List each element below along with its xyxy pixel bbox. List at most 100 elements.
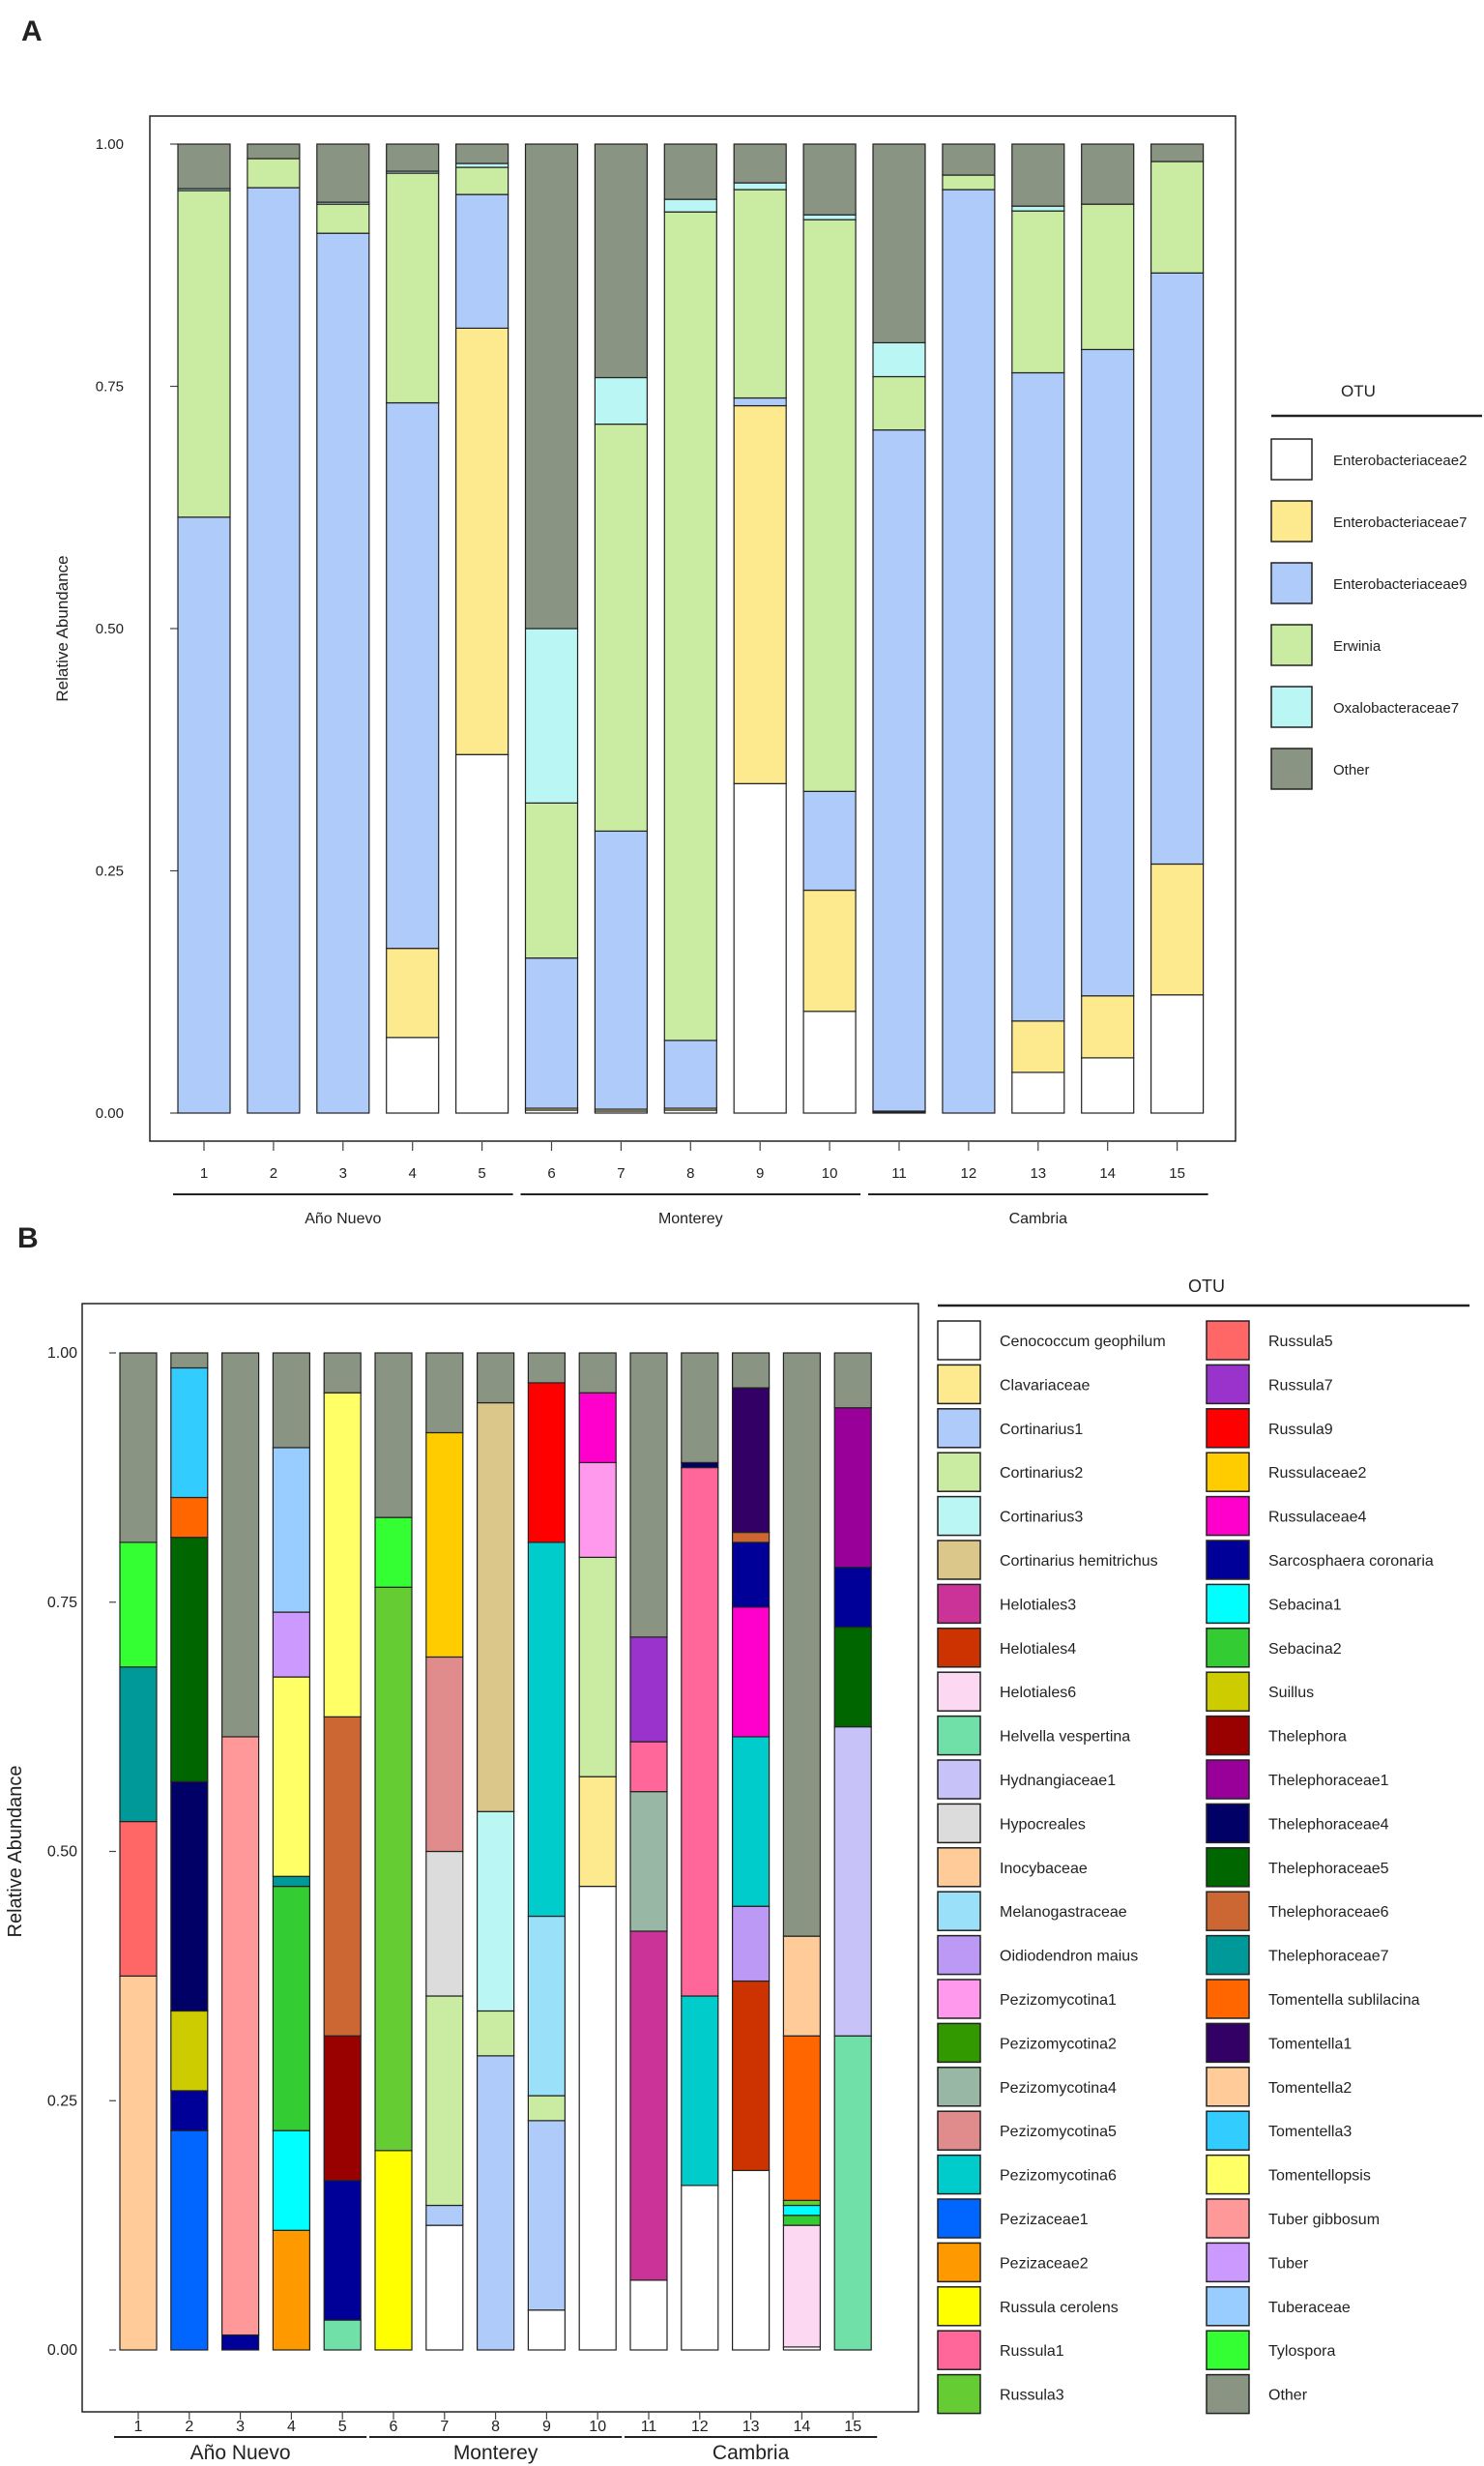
- bar-segment-erwinia: [247, 159, 300, 188]
- legend-label: Other: [1268, 2388, 1308, 2404]
- bar-segment-helotiales6: [783, 2225, 820, 2347]
- legend-swatch-pezizaceae1: [938, 2199, 980, 2238]
- bar-segment-tomentella3: [171, 1367, 208, 1497]
- legend-swatch-melanogastraceae: [938, 1892, 980, 1930]
- legend-label: Oxalobacteraceae7: [1333, 700, 1459, 717]
- bar-segment-enterobacteriaceae9: [1151, 273, 1204, 864]
- x-tick-label: 13: [1030, 1165, 1046, 1182]
- legend-label: Pezizaceae1: [1000, 2212, 1089, 2228]
- y-tick-label: 0.25: [47, 2093, 77, 2109]
- legend-swatch-russula3: [938, 2375, 980, 2414]
- bar-segment-tuberaceae: [273, 1448, 309, 1612]
- legend-label: Russulaceae2: [1268, 1465, 1367, 1482]
- bar-segment-other: [579, 1353, 616, 1393]
- bar-segment-pezizomycotina4: [630, 1792, 667, 1931]
- bar-segment-tuber: [273, 1612, 309, 1677]
- bar-segment-other: [324, 1353, 361, 1393]
- legend-swatch-enterobacteriaceae9: [1271, 563, 1312, 603]
- bar-segment-thelephoraceae5: [834, 1628, 871, 1727]
- bar-segment-tomentella-sublilacina: [171, 1497, 208, 1537]
- legend-swatch-sebacina1: [1207, 1584, 1249, 1623]
- legend-label: Russula cerolens: [1000, 2300, 1119, 2316]
- bar-segment-cenococcum-geophilum: [426, 2225, 463, 2350]
- x-tick-label: 12: [691, 2419, 709, 2435]
- legend-label: Tylospora: [1268, 2343, 1335, 2360]
- legend-label: Thelephoraceae6: [1268, 1904, 1389, 1921]
- x-tick-label: 6: [390, 2419, 398, 2435]
- y-tick-label: 1.00: [96, 136, 124, 153]
- bar-segment-cortinarius-hemitrichus: [478, 1403, 514, 1812]
- x-tick-label: 13: [742, 2419, 760, 2435]
- bar-segment-enterobacteriaceae2: [456, 754, 509, 1113]
- bar-segment-oxalobacteraceae7: [526, 629, 578, 803]
- bar-segment-russula-cerolens: [375, 2151, 412, 2350]
- bar-segment-erwinia: [595, 425, 647, 832]
- group-label: Año Nuevo: [305, 1211, 381, 1227]
- bar-segment-other: [664, 144, 716, 199]
- bar-segment-thelephoraceae1: [834, 1408, 871, 1568]
- legend-label: Russulaceae4: [1268, 1510, 1367, 1526]
- legend-swatch-russula5: [1207, 1321, 1249, 1360]
- legend-swatch-tomentella-sublilacina: [1207, 1980, 1249, 2018]
- legend-swatch-pezizomycotina5: [938, 2111, 980, 2150]
- legend-swatch-tomentella1: [1207, 2023, 1249, 2062]
- x-tick-label: 15: [844, 2419, 861, 2435]
- legend-swatch-cenococcum-geophilum: [938, 1321, 980, 1360]
- bar-segment-enterobacteriaceae7: [803, 891, 856, 1012]
- group-label: Monterey: [658, 1211, 723, 1227]
- bar-segment-enterobacteriaceae7: [1012, 1021, 1064, 1072]
- panel-a-legend-title: OTU: [1341, 382, 1376, 400]
- bar-segment-cortinarius2: [478, 2011, 514, 2055]
- x-tick-label: 15: [1169, 1165, 1185, 1182]
- bar-segment-other: [528, 1353, 565, 1383]
- x-tick-label: 10: [822, 1165, 838, 1182]
- x-tick-label: 14: [794, 2419, 811, 2435]
- bar-segment-pezizomycotina6: [733, 1737, 770, 1906]
- bar-segment-erwinia: [178, 191, 230, 517]
- bar-segment-helotiales4: [733, 1982, 770, 2171]
- legend-swatch-pezizomycotina2: [938, 2023, 980, 2062]
- legend-label: Russula3: [1000, 2388, 1064, 2404]
- bar-segment-russula3: [375, 1587, 412, 2151]
- x-tick-label: 8: [686, 1165, 694, 1182]
- legend-swatch-pezizomycotina6: [938, 2156, 980, 2194]
- bar-segment-helvella-vespertina: [834, 2036, 871, 2350]
- y-tick-label: 0.25: [96, 864, 124, 880]
- bar-segment-erwinia: [456, 167, 509, 194]
- bar-segment-other: [783, 1353, 820, 1936]
- bar-segment-enterobacteriaceae9: [247, 188, 300, 1113]
- legend-label: Cortinarius2: [1000, 1465, 1083, 1482]
- legend-swatch-thelephoraceae5: [1207, 1848, 1249, 1887]
- legend-label: Russula7: [1268, 1377, 1333, 1394]
- bar-segment-other: [873, 144, 925, 342]
- legend-label: Pezizomycotina1: [1000, 1992, 1117, 2009]
- legend-swatch-tylospora: [1207, 2331, 1249, 2369]
- legend-swatch-enterobacteriaceae2: [1271, 439, 1312, 480]
- legend-swatch-thelephora: [1207, 1717, 1249, 1755]
- bar-segment-other: [834, 1353, 871, 1408]
- bar-segment-other: [595, 144, 647, 377]
- legend-swatch-tomentellopsis: [1207, 2156, 1249, 2194]
- legend-swatch-tuber-gibbosum: [1207, 2199, 1249, 2238]
- legend-label: Cortinarius hemitrichus: [1000, 1553, 1158, 1570]
- bar-segment-oxalobacteraceae7: [595, 377, 647, 424]
- bar-segment-enterobacteriaceae2: [734, 783, 786, 1113]
- bar-segment-enterobacteriaceae2: [1151, 995, 1204, 1113]
- legend-swatch-thelephoraceae4: [1207, 1804, 1249, 1842]
- x-tick-label: 4: [287, 2419, 296, 2435]
- legend-label: Thelephoraceae1: [1268, 1773, 1389, 1789]
- legend-label: Pezizomycotina6: [1000, 2168, 1117, 2185]
- legend-swatch-inocybaceae: [938, 1848, 980, 1887]
- bar-segment-enterobacteriaceae2: [387, 1038, 439, 1113]
- legend-swatch-thelephoraceae1: [1207, 1760, 1249, 1799]
- legend-label: Hydnangiaceae1: [1000, 1773, 1116, 1789]
- legend-label: Thelephoraceae5: [1268, 1861, 1389, 1877]
- legend-swatch-helvella-vespertina: [938, 1717, 980, 1755]
- bar-segment-enterobacteriaceae9: [873, 430, 925, 1111]
- legend-swatch-cortinarius1: [938, 1409, 980, 1448]
- legend-swatch-oxalobacteraceae7: [1271, 687, 1312, 727]
- legend-label: Helvella vespertina: [1000, 1729, 1130, 1746]
- bar-segment-oxalobacteraceae7: [873, 342, 925, 376]
- group-label: Cambria: [713, 2442, 790, 2464]
